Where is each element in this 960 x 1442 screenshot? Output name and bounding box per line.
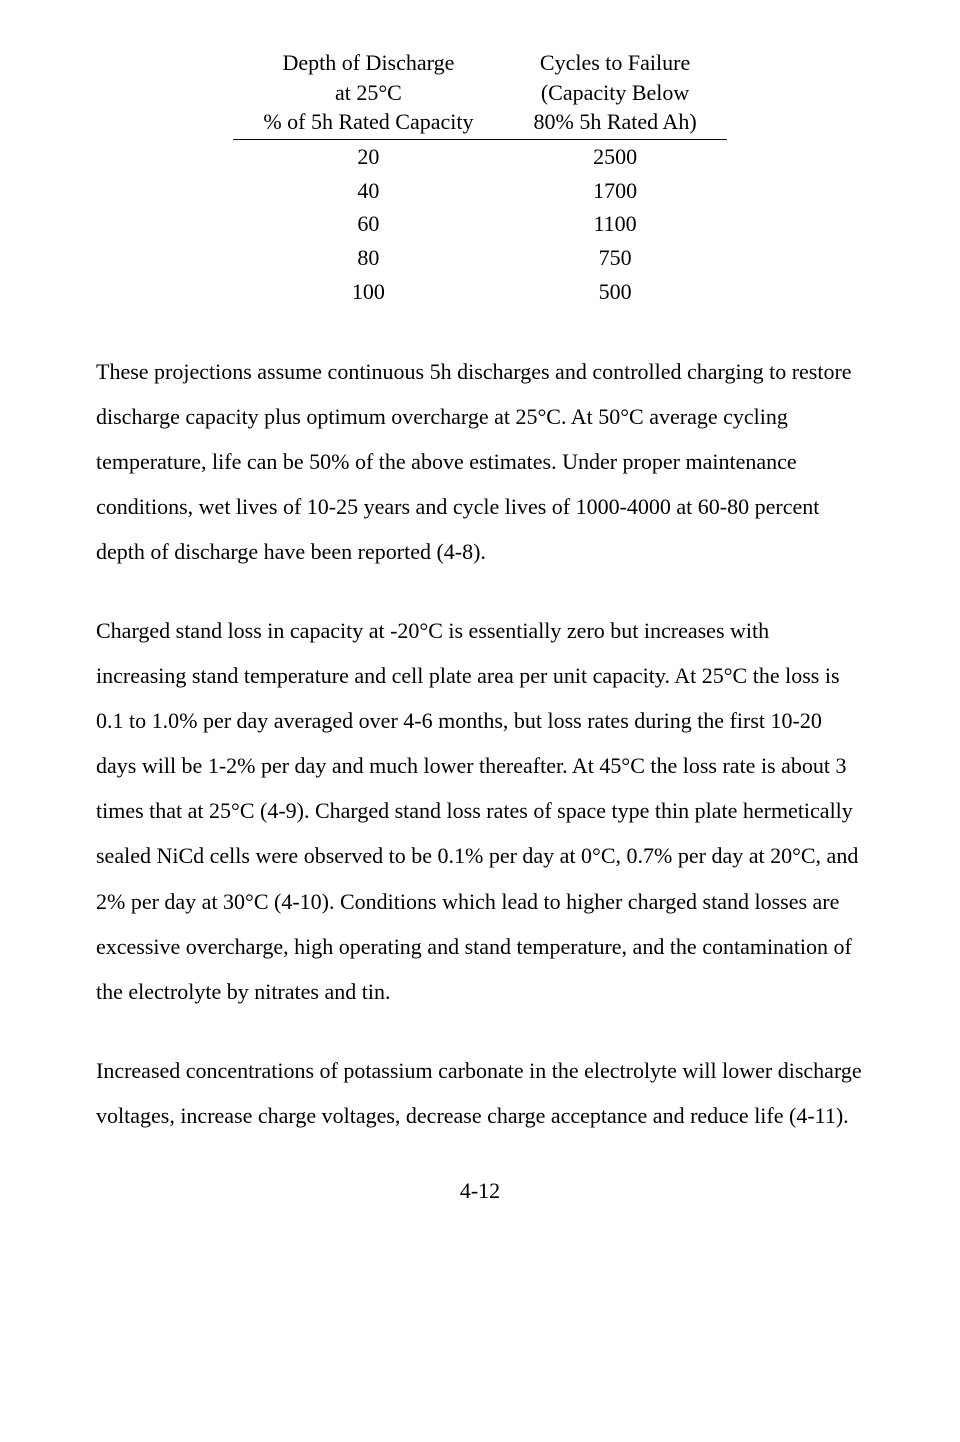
paragraph-2: Charged stand loss in capacity at -20°C … bbox=[96, 608, 864, 1014]
table-row: 40 1700 bbox=[233, 174, 726, 208]
table-header-col1-l2: at 25°C bbox=[233, 78, 503, 108]
table-cell: 1700 bbox=[504, 174, 727, 208]
table-row: 80 750 bbox=[233, 241, 726, 275]
depth-cycles-table: Depth of Discharge Cycles to Failure at … bbox=[233, 48, 726, 309]
table-header-col2-l2: (Capacity Below bbox=[504, 78, 727, 108]
table-header-col1-l3: % of 5h Rated Capacity bbox=[233, 107, 503, 139]
table-cell: 750 bbox=[504, 241, 727, 275]
paragraph-3: Increased concentrations of potassium ca… bbox=[96, 1048, 864, 1138]
table-cell: 60 bbox=[233, 207, 503, 241]
table-cell: 80 bbox=[233, 241, 503, 275]
table-row: 100 500 bbox=[233, 275, 726, 309]
table-header-col2-l1: Cycles to Failure bbox=[504, 48, 727, 78]
table-header-col2-l3: 80% 5h Rated Ah) bbox=[504, 107, 727, 139]
paragraph-1: These projections assume continuous 5h d… bbox=[96, 349, 864, 574]
table-cell: 2500 bbox=[504, 140, 727, 174]
table-cell: 100 bbox=[233, 275, 503, 309]
table-cell: 20 bbox=[233, 140, 503, 174]
table-row: 20 2500 bbox=[233, 140, 726, 174]
document-page: Depth of Discharge Cycles to Failure at … bbox=[0, 0, 960, 1264]
page-number: 4-12 bbox=[96, 1178, 864, 1204]
table-header-col1-l1: Depth of Discharge bbox=[233, 48, 503, 78]
table-cell: 500 bbox=[504, 275, 727, 309]
table-cell: 40 bbox=[233, 174, 503, 208]
table-row: 60 1100 bbox=[233, 207, 726, 241]
table-cell: 1100 bbox=[504, 207, 727, 241]
